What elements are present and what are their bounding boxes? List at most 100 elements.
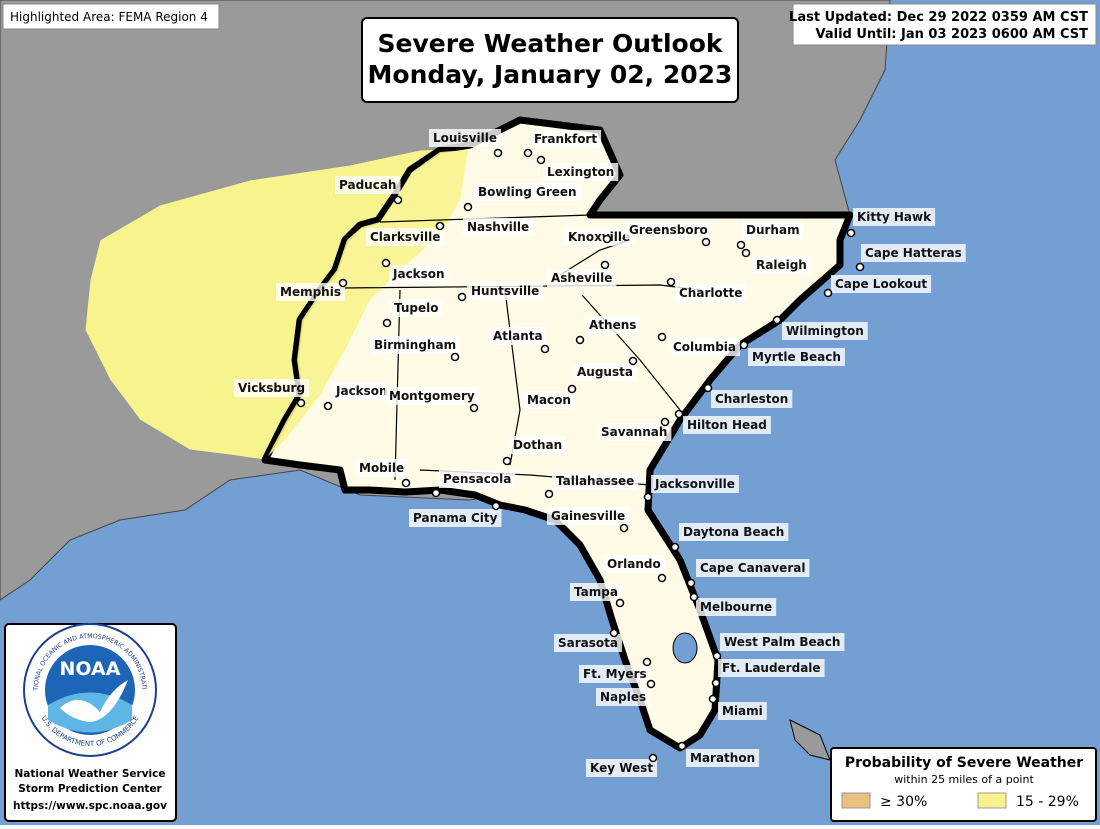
city-label-box <box>530 130 602 148</box>
island <box>789 719 831 761</box>
city-label-box <box>474 183 581 201</box>
city-dot <box>660 417 670 427</box>
city-dot <box>575 335 585 345</box>
city-label-box <box>543 163 619 181</box>
city-label-box <box>742 221 804 239</box>
last-updated: Last Updated: Dec 29 2022 0359 AM CST <box>789 10 1088 25</box>
city-dot <box>708 694 718 704</box>
city-label-box <box>711 390 793 408</box>
city-dot <box>544 489 554 499</box>
city-label-box <box>409 509 502 527</box>
city-labels: Louisville Frankfort Lexington Paducah Bowli… <box>234 129 966 777</box>
city-label-box <box>718 659 825 677</box>
city-name: Cape Hatteras <box>865 246 962 260</box>
city-name: Dothan <box>513 438 562 452</box>
city-name: Augusta <box>577 365 633 379</box>
valid-until: Valid Until: Jan 03 2023 0600 AM CST <box>816 27 1089 42</box>
city-dot <box>382 318 392 328</box>
city-label-box <box>596 688 651 706</box>
city-name: Asheville <box>551 271 612 285</box>
city-dot <box>666 277 676 287</box>
city-label-box <box>573 363 637 381</box>
city-label-box <box>603 555 665 573</box>
city-name: Huntsville <box>471 284 539 298</box>
city-label-box <box>597 423 672 441</box>
legend-swatch <box>977 792 1007 809</box>
city-name: Marathon <box>690 751 755 765</box>
city-label-box <box>355 459 409 477</box>
legend-items: ≥ 30% 15 - 29% <box>841 792 1079 810</box>
city-dot <box>536 155 546 165</box>
city-name: Vicksburg <box>238 381 305 395</box>
city-label-box <box>552 472 639 490</box>
header-box <box>2 3 220 30</box>
city-label-box <box>696 598 777 616</box>
city-dot <box>772 315 782 325</box>
city-dot <box>736 240 746 250</box>
city-label-box <box>586 759 658 777</box>
city-dot <box>493 148 503 158</box>
city-name: Miami <box>722 704 763 718</box>
city-label-box <box>625 221 712 239</box>
city-name: Jackson <box>392 267 445 281</box>
city-name: Louisville <box>433 131 497 145</box>
city-name: Tallahassee <box>556 474 634 488</box>
agency: National Weather Service <box>14 768 165 780</box>
city-label-box <box>564 228 635 246</box>
city-name: Cape Lookout <box>835 277 927 291</box>
city-label-box <box>429 129 501 147</box>
city-name: Paducah <box>339 178 396 192</box>
city-name: Kitty Hawk <box>857 210 932 224</box>
city-dot <box>296 398 306 408</box>
city-dot <box>381 258 391 268</box>
city-name: Birmingham <box>374 338 456 352</box>
city-name: Tampa <box>574 585 618 599</box>
city-dot <box>609 628 619 638</box>
city-name: Myrtle Beach <box>752 350 841 364</box>
city-label-box <box>554 634 622 652</box>
city-dot <box>469 403 479 413</box>
city-dot <box>648 753 658 763</box>
city-label-box <box>385 387 479 405</box>
city-dot <box>646 679 656 689</box>
city-dot <box>323 401 333 411</box>
city-dot <box>643 492 653 502</box>
city-name: Melbourne <box>700 600 772 614</box>
city-label-box <box>861 244 966 262</box>
city-label-box <box>752 256 811 274</box>
city-label-box <box>696 559 810 577</box>
city-label-box <box>439 470 516 488</box>
city-dot <box>670 542 680 552</box>
city-name: Tupelo <box>394 301 439 315</box>
city-label-box <box>547 269 617 287</box>
city-name: Lexington <box>547 165 614 179</box>
city-name: Charlotte <box>679 286 742 300</box>
city-dot <box>393 195 403 205</box>
city-name: Gainesville <box>551 509 625 523</box>
city-name: Mobile <box>359 461 404 475</box>
city-label-box <box>669 338 741 356</box>
city-name: Pensacola <box>443 472 511 486</box>
city-label-box <box>467 282 544 300</box>
title-box <box>361 17 739 103</box>
city-label-box <box>748 348 845 366</box>
city-label-box <box>390 299 443 317</box>
city-dot <box>686 578 696 588</box>
city-dot <box>642 657 652 667</box>
city-name: Greensboro <box>629 223 708 237</box>
city-label-box <box>509 436 567 454</box>
city-name: Clarksville <box>370 230 440 244</box>
highlighted-area: Highlighted Area: FEMA Region 4 <box>10 10 208 24</box>
center: Storm Prediction Center <box>18 783 162 795</box>
legend-title: Probability of Severe Weather <box>845 755 1083 771</box>
city-label-box <box>782 322 868 340</box>
city-name: Panama City <box>413 511 498 525</box>
city-dot <box>677 741 687 751</box>
city-dot <box>602 234 612 244</box>
city-label-box <box>570 583 622 601</box>
city-name: Savannah <box>601 425 667 439</box>
city-dot <box>491 501 501 511</box>
city-name: Ft. Myers <box>583 667 647 681</box>
city-name: Atlanta <box>493 329 543 343</box>
city-dot <box>703 383 713 393</box>
